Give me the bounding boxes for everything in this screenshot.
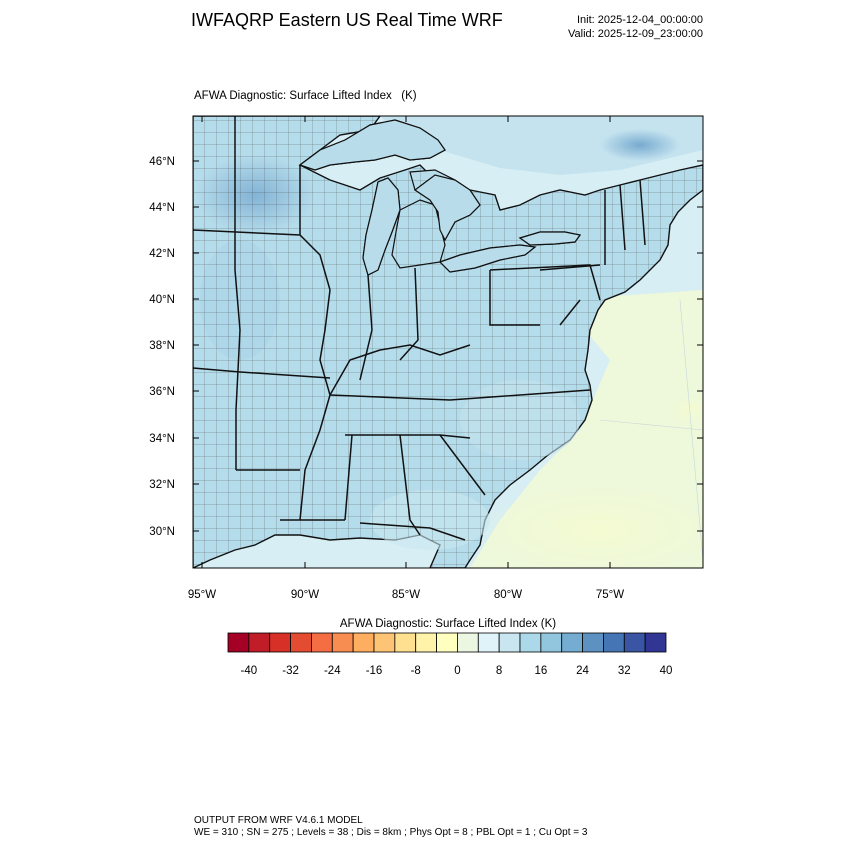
colorbar-tick-label: 32 <box>618 665 631 677</box>
lat-tick-label: 46°N <box>149 156 175 168</box>
colorbar-swatch <box>603 632 625 653</box>
colorbar-tick-label: 8 <box>496 665 502 677</box>
colorbar-swatch <box>269 632 291 653</box>
colorbar-tick-label: 16 <box>534 665 547 677</box>
map-frame <box>192 115 704 569</box>
lon-tick-label: 80°W <box>494 589 522 601</box>
colorbar-swatch <box>644 632 667 653</box>
colorbar-swatch <box>290 632 312 653</box>
lat-tick-label: 36°N <box>149 386 175 398</box>
colorbar-tick-label: -8 <box>411 665 421 677</box>
county-boundaries <box>193 116 703 568</box>
colorbar <box>227 632 667 653</box>
init-time: Init: 2025-12-04_00:00:00 <box>577 14 703 26</box>
colorbar-swatch <box>498 632 521 653</box>
lat-tick-label: 44°N <box>149 202 175 214</box>
colorbar-swatch <box>227 632 250 653</box>
lat-tick-label: 38°N <box>149 340 175 352</box>
colorbar-swatch <box>519 632 542 653</box>
lat-tick-label: 40°N <box>149 294 175 306</box>
lat-tick-label: 30°N <box>149 526 175 538</box>
lon-tick-label: 95°W <box>188 589 216 601</box>
colorbar-tick-label: -16 <box>366 665 383 677</box>
colorbar-tick-label: -24 <box>324 665 341 677</box>
colorbar-swatch <box>373 632 396 653</box>
colorbar-tick-label: 24 <box>576 665 589 677</box>
lon-tick-label: 85°W <box>392 589 420 601</box>
colorbar-tick-label: -40 <box>241 665 258 677</box>
colorbar-swatch <box>415 632 437 653</box>
colorbar-swatch <box>457 632 479 653</box>
colorbar-tick-label: 0 <box>454 665 460 677</box>
colorbar-swatch <box>248 632 271 653</box>
longitude-axis: 95°W 90°W 85°W 80°W 75°W <box>188 116 624 601</box>
plot-subtitle: AFWA Diagnostic: Surface Lifted Index (K… <box>194 90 417 102</box>
colorbar-swatch <box>331 632 354 653</box>
colorbar-swatch <box>561 632 583 653</box>
lat-tick-label: 34°N <box>149 433 175 445</box>
colorbar-swatch <box>394 632 417 653</box>
valid-time: Valid: 2025-12-09_23:00:00 <box>568 28 703 40</box>
colorbar-swatch <box>352 632 375 653</box>
colorbar-tick-label: 40 <box>660 665 673 677</box>
colorbar-swatch <box>436 632 458 653</box>
map-panel <box>193 116 703 568</box>
lon-tick-label: 75°W <box>596 589 624 601</box>
lat-tick-label: 42°N <box>149 248 175 260</box>
colorbar-swatch <box>311 632 333 653</box>
colorbar-swatch <box>623 632 646 653</box>
lat-tick-label: 32°N <box>149 479 175 491</box>
lon-tick-label: 90°W <box>291 589 319 601</box>
page-title: IWFAQRP Eastern US Real Time WRF <box>191 10 503 30</box>
state-boundaries <box>193 116 646 541</box>
colorbar-swatch <box>477 632 500 653</box>
model-info-footer: OUTPUT FROM WRF V4.6.1 MODEL WE = 310 ; … <box>194 815 587 839</box>
init-valid-times: Init: 2025-12-04_00:00:00 Valid: 2025-12… <box>540 13 703 41</box>
colorbar-title: AFWA Diagnostic: Surface Lifted Index (K… <box>340 618 556 630</box>
model-version: OUTPUT FROM WRF V4.6.1 MODEL <box>194 815 363 826</box>
colorbar-tick-label: -32 <box>282 665 299 677</box>
colorbar-swatch <box>582 632 604 653</box>
colorbar-tick-labels: -40 -32 -24 -16 -8 0 8 16 24 32 40 <box>241 665 673 677</box>
colorbar-swatch <box>540 632 563 653</box>
latitude-axis: 46°N 44°N 42°N 40°N 38°N 36°N 34°N 32°N 30°N <box>149 156 703 538</box>
model-config: WE = 310 ; SN = 275 ; Levels = 38 ; Dis … <box>194 827 588 838</box>
